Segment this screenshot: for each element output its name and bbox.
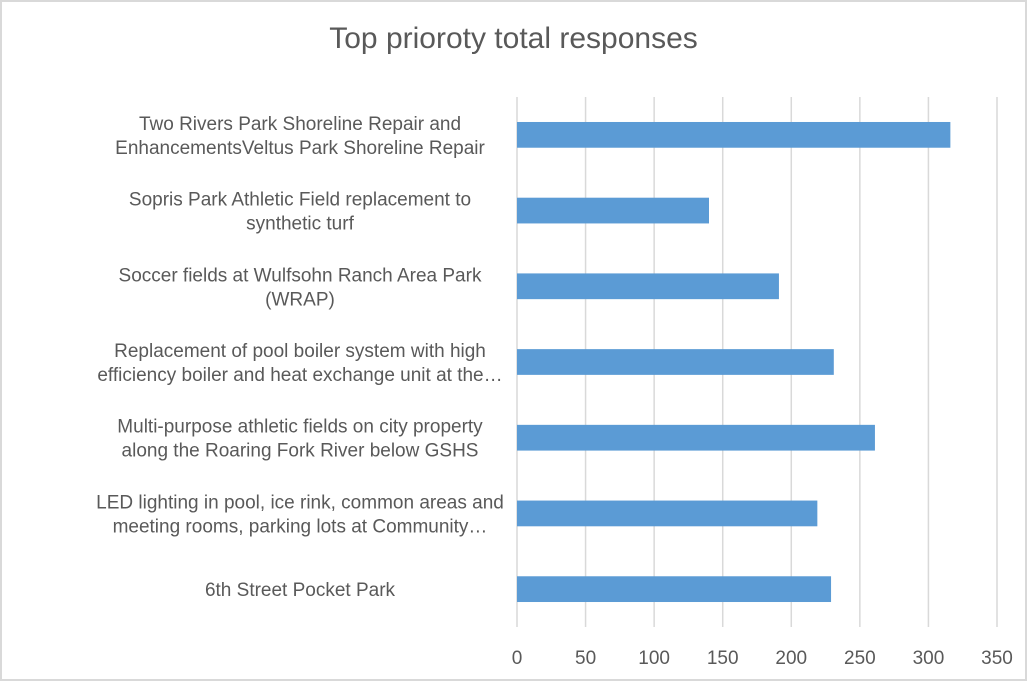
category-label: meeting rooms, parking lots at Community… [113, 516, 488, 537]
category-label: Multi-purpose athletic fields on city pr… [117, 417, 483, 438]
x-tick-label: 250 [844, 648, 876, 669]
category-labels: Two Rivers Park Shoreline Repair and Enha… [96, 114, 504, 601]
category-label: efficiency boiler and heat exchange unit… [97, 365, 502, 386]
x-tick-label: 350 [981, 648, 1013, 669]
bar [517, 121, 951, 148]
x-tick-label: 100 [638, 648, 670, 669]
category-label: synthetic turf [246, 214, 354, 235]
bar [517, 424, 875, 451]
category-label: Replacement of pool boiler system with h… [114, 341, 486, 362]
category-label: Two Rivers Park Shoreline Repair and [139, 114, 461, 135]
category-label: LED lighting in pool, ice rink, common a… [96, 492, 504, 513]
x-tick-label: 150 [707, 648, 739, 669]
x-tick-label: 0 [512, 648, 523, 669]
chart-title: Top prioroty total responses [329, 22, 698, 55]
bar [517, 273, 779, 300]
category-label: Soccer fields at Wulfsohn Ranch Area Par… [119, 265, 482, 286]
bar [517, 349, 834, 375]
category-label: Sopris Park Athletic Field replacement t… [129, 190, 471, 211]
category-label: 6th Street Pocket Park [205, 580, 396, 601]
category-label: (WRAP) [265, 289, 335, 310]
bars [517, 121, 951, 603]
category-label: EnhancementsVeltus Park Shoreline Repair [115, 138, 485, 159]
x-tick-label: 50 [575, 648, 596, 669]
x-tick-label: 300 [913, 648, 945, 669]
bar [517, 197, 709, 224]
x-tick-label: 200 [775, 648, 807, 669]
bar [517, 576, 832, 603]
category-label: along the Roaring Fork River below GSHS [122, 441, 479, 462]
bar [517, 500, 818, 527]
x-tick-labels: 0 50 100 150 200 250 300 350 [512, 648, 1013, 669]
